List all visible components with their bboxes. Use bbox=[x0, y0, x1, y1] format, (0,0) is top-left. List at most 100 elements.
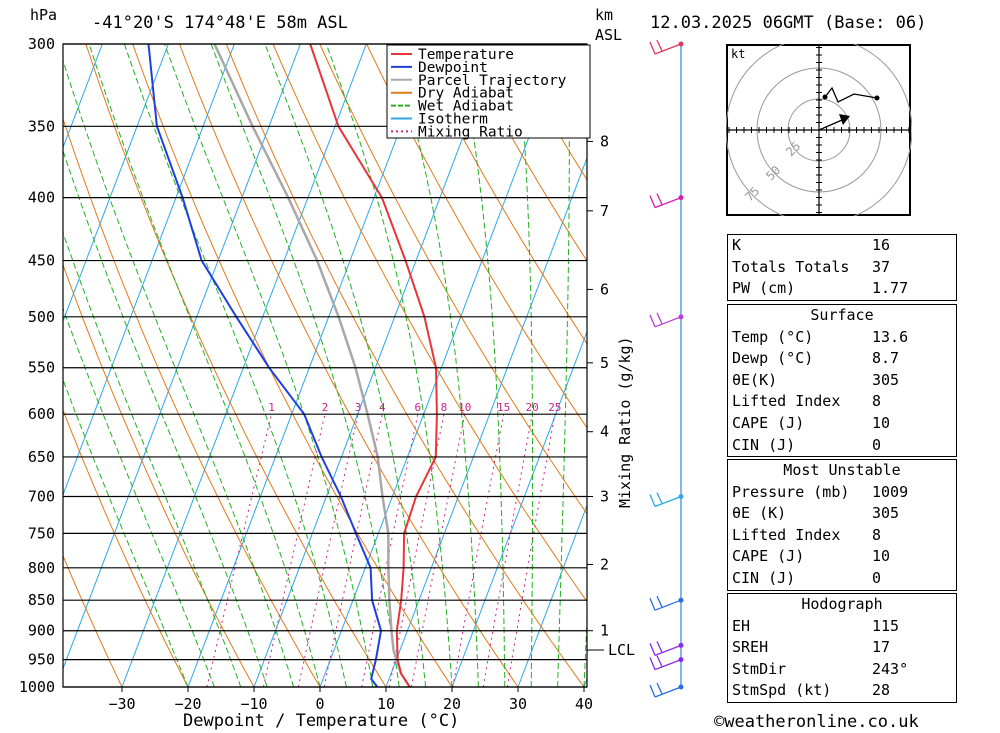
pressure-tick-label: 300 bbox=[28, 35, 55, 53]
wet-adiabat-line bbox=[325, 44, 453, 687]
wet-adiabat-line bbox=[123, 44, 347, 687]
pressure-tick-label: 650 bbox=[28, 448, 55, 466]
mixing-ratio-line bbox=[323, 414, 383, 687]
height-unit-label: km bbox=[595, 6, 613, 24]
mixing-ratio-label: 1 bbox=[268, 401, 275, 414]
stmspd-label: StmSpd (kt) bbox=[732, 681, 832, 700]
dry-adiabat-line bbox=[85, 44, 387, 687]
surface-theta-value: 305 bbox=[872, 370, 900, 389]
surface-li-label: Lifted Index bbox=[732, 392, 841, 411]
wet-adiabat-line bbox=[457, 44, 506, 687]
pressure-tick-label: 500 bbox=[28, 308, 55, 326]
mixing-ratio-label: 3 bbox=[355, 401, 362, 414]
x-axis-label: Dewpoint / Temperature (°C) bbox=[183, 711, 459, 731]
stmdir-label: StmDir bbox=[732, 659, 787, 678]
hodo-table-title: Hodograph bbox=[801, 595, 883, 613]
pressure-tick-label: 700 bbox=[28, 488, 55, 506]
pressure-tick-label: 750 bbox=[28, 524, 55, 542]
indices-table: K 16 Totals Totals 37 PW (cm) 1.77 bbox=[727, 234, 957, 301]
dry-adiabat-line bbox=[412, 44, 587, 345]
mu-theta-label: θE (K) bbox=[732, 504, 787, 523]
height-tick-label: 5 bbox=[600, 354, 609, 372]
mixing-ratio-label: 4 bbox=[379, 401, 386, 414]
dewpoint-line bbox=[147, 44, 383, 687]
tt-label: Totals Totals bbox=[732, 257, 850, 276]
hodograph-table: Hodograph EH 115 SREH 17 StmDir 243° StmSpd… bbox=[727, 593, 957, 703]
sreh-value: 17 bbox=[872, 638, 891, 657]
mixing-ratio-line bbox=[452, 414, 505, 687]
pressure-tick-label: 950 bbox=[28, 651, 55, 669]
pressure-tick-label: 350 bbox=[28, 117, 55, 135]
credit-text: ©weatheronline.co.uk bbox=[714, 712, 919, 732]
height-tick-label: 1 bbox=[600, 622, 609, 640]
wind-barb bbox=[649, 312, 684, 328]
wind-barb bbox=[649, 193, 684, 209]
surface-cin-label: CIN (J) bbox=[732, 435, 796, 454]
hodograph: kt 25 50 75 bbox=[726, 44, 912, 216]
wind-barb bbox=[649, 682, 684, 698]
isotherm-line bbox=[517, 504, 587, 687]
height-tick-label: 2 bbox=[600, 555, 609, 573]
mixing-ratio-label: 25 bbox=[548, 401, 561, 414]
dry-adiabat-line bbox=[975, 44, 1000, 687]
mixing-ratio-label: 6 bbox=[415, 401, 422, 414]
wind-barb bbox=[649, 39, 684, 55]
mixing-ratio-line bbox=[410, 414, 466, 687]
hodo-end-point bbox=[874, 95, 880, 101]
surface-table: Surface Temp (°C) 13.6 Dewp (°C) 8.7 θE(K)… bbox=[727, 304, 957, 458]
dry-adiabat-line bbox=[459, 44, 587, 262]
mixing-ratio-line bbox=[361, 414, 419, 687]
pressure-tick-label: 850 bbox=[28, 591, 55, 609]
storm-motion-arrowhead bbox=[839, 114, 850, 125]
isotherm-line bbox=[385, 156, 587, 687]
mixing-ratio-axis-label: Mixing Ratio (g/kg) bbox=[616, 336, 634, 508]
temperature-tick-label: 20 bbox=[443, 695, 461, 713]
pressure-tick-label: 400 bbox=[28, 189, 55, 207]
hodo-trace bbox=[824, 86, 878, 103]
wind-barb bbox=[649, 655, 684, 671]
pressure-tick-label: 450 bbox=[28, 252, 55, 270]
wind-barb bbox=[649, 641, 684, 656]
surface-temp-label: Temp (°C) bbox=[732, 327, 814, 346]
isotherm-line bbox=[253, 44, 499, 687]
legend-label: Isotherm bbox=[418, 112, 488, 128]
surface-title: Surface bbox=[810, 306, 874, 324]
height-tick-label: LCL bbox=[608, 641, 635, 659]
surface-li-value: 8 bbox=[872, 392, 882, 411]
mu-theta-value: 305 bbox=[872, 504, 900, 523]
mu-pressure-value: 1009 bbox=[872, 482, 909, 501]
stmdir-value: 243° bbox=[872, 659, 909, 678]
legend-label: Dry Adiabat bbox=[418, 86, 514, 102]
temperature-tick-label: 40 bbox=[575, 695, 593, 713]
mixing-ratio-line bbox=[206, 414, 272, 687]
mu-li-label: Lifted Index bbox=[732, 525, 841, 544]
most-unstable-table: Most Unstable Pressure (mb) 1009 θE (K) 30… bbox=[727, 459, 957, 591]
mixing-ratio-line bbox=[506, 414, 556, 687]
pressure-tick-label: 600 bbox=[28, 405, 55, 423]
mu-title: Most Unstable bbox=[783, 461, 901, 479]
temperature-tick-label: 0 bbox=[315, 695, 324, 713]
height-tick-label: 3 bbox=[600, 488, 609, 506]
mixing-ratio-label: 15 bbox=[497, 401, 510, 414]
temperature-tick-label: 30 bbox=[509, 695, 527, 713]
isotherm-line bbox=[121, 44, 367, 687]
temperature-tick-label: −20 bbox=[174, 695, 201, 713]
dry-adiabat-line bbox=[63, 554, 123, 687]
hodo-unit-label: kt bbox=[731, 47, 745, 61]
mu-cape-value: 10 bbox=[872, 547, 891, 566]
height-unit-sub-label: ASL bbox=[595, 26, 622, 44]
legend-label: Dewpoint bbox=[418, 60, 488, 76]
pressure-tick-label: 800 bbox=[28, 559, 55, 577]
eh-value: 115 bbox=[872, 616, 900, 635]
wet-adiabat-line bbox=[88, 44, 321, 687]
isotherm-line bbox=[319, 44, 565, 687]
stmspd-value: 28 bbox=[872, 681, 891, 700]
surface-theta-label: θE(K) bbox=[732, 370, 778, 389]
pressure-tick-label: 550 bbox=[28, 359, 55, 377]
surface-dewp-label: Dewp (°C) bbox=[732, 349, 814, 368]
mixing-ratio-label: 20 bbox=[526, 401, 539, 414]
hodo-start-point bbox=[822, 94, 828, 100]
pressure-tick-label: 1000 bbox=[19, 678, 55, 696]
dry-adiabat-line bbox=[366, 44, 587, 429]
